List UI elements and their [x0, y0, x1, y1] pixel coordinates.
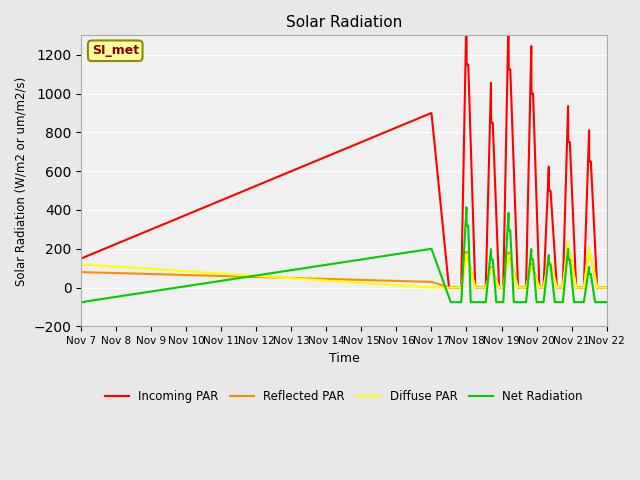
- Net Radiation: [279, 269, 287, 275]
- Diffuse PAR: [593, 282, 600, 288]
- Line: Incoming PAR: Incoming PAR: [81, 11, 607, 288]
- Net Radiation: [536, 300, 544, 305]
- Diffuse PAR: [564, 240, 572, 245]
- Reflected PAR: [603, 285, 611, 290]
- Reflected PAR: [536, 285, 544, 290]
- X-axis label: Time: Time: [328, 352, 359, 365]
- Diffuse PAR: [428, 285, 435, 290]
- Incoming PAR: [168, 218, 176, 224]
- Diffuse PAR: [168, 267, 176, 273]
- Reflected PAR: [301, 276, 309, 281]
- Net Radiation: [301, 265, 309, 271]
- Line: Net Radiation: Net Radiation: [81, 207, 607, 302]
- Reflected PAR: [168, 272, 176, 277]
- Incoming PAR: [593, 274, 600, 280]
- Net Radiation: [463, 204, 470, 210]
- Incoming PAR: [77, 256, 85, 262]
- Y-axis label: Solar Radiation (W/m2 or um/m2/s): Solar Radiation (W/m2 or um/m2/s): [15, 76, 28, 286]
- Net Radiation: [137, 290, 145, 296]
- Diffuse PAR: [137, 265, 145, 271]
- Incoming PAR: [603, 285, 611, 290]
- Incoming PAR: [301, 162, 309, 168]
- Reflected PAR: [279, 275, 287, 280]
- Incoming PAR: [137, 231, 145, 237]
- Incoming PAR: [463, 8, 470, 14]
- Net Radiation: [77, 300, 85, 305]
- Line: Reflected PAR: Reflected PAR: [81, 242, 607, 288]
- Diffuse PAR: [77, 262, 85, 267]
- Reflected PAR: [564, 240, 572, 245]
- Net Radiation: [168, 286, 176, 291]
- Net Radiation: [593, 300, 600, 305]
- Reflected PAR: [445, 285, 453, 290]
- Net Radiation: [603, 300, 611, 305]
- Diffuse PAR: [603, 285, 611, 290]
- Reflected PAR: [77, 269, 85, 275]
- Reflected PAR: [137, 271, 145, 276]
- Line: Diffuse PAR: Diffuse PAR: [81, 242, 607, 288]
- Legend: Incoming PAR, Reflected PAR, Diffuse PAR, Net Radiation: Incoming PAR, Reflected PAR, Diffuse PAR…: [100, 385, 588, 408]
- Incoming PAR: [445, 285, 453, 290]
- Diffuse PAR: [279, 275, 287, 281]
- Incoming PAR: [279, 172, 287, 178]
- Reflected PAR: [593, 282, 600, 288]
- Diffuse PAR: [301, 276, 309, 282]
- Title: Solar Radiation: Solar Radiation: [286, 15, 402, 30]
- Diffuse PAR: [536, 285, 544, 290]
- Text: SI_met: SI_met: [92, 44, 139, 57]
- Incoming PAR: [536, 285, 544, 290]
